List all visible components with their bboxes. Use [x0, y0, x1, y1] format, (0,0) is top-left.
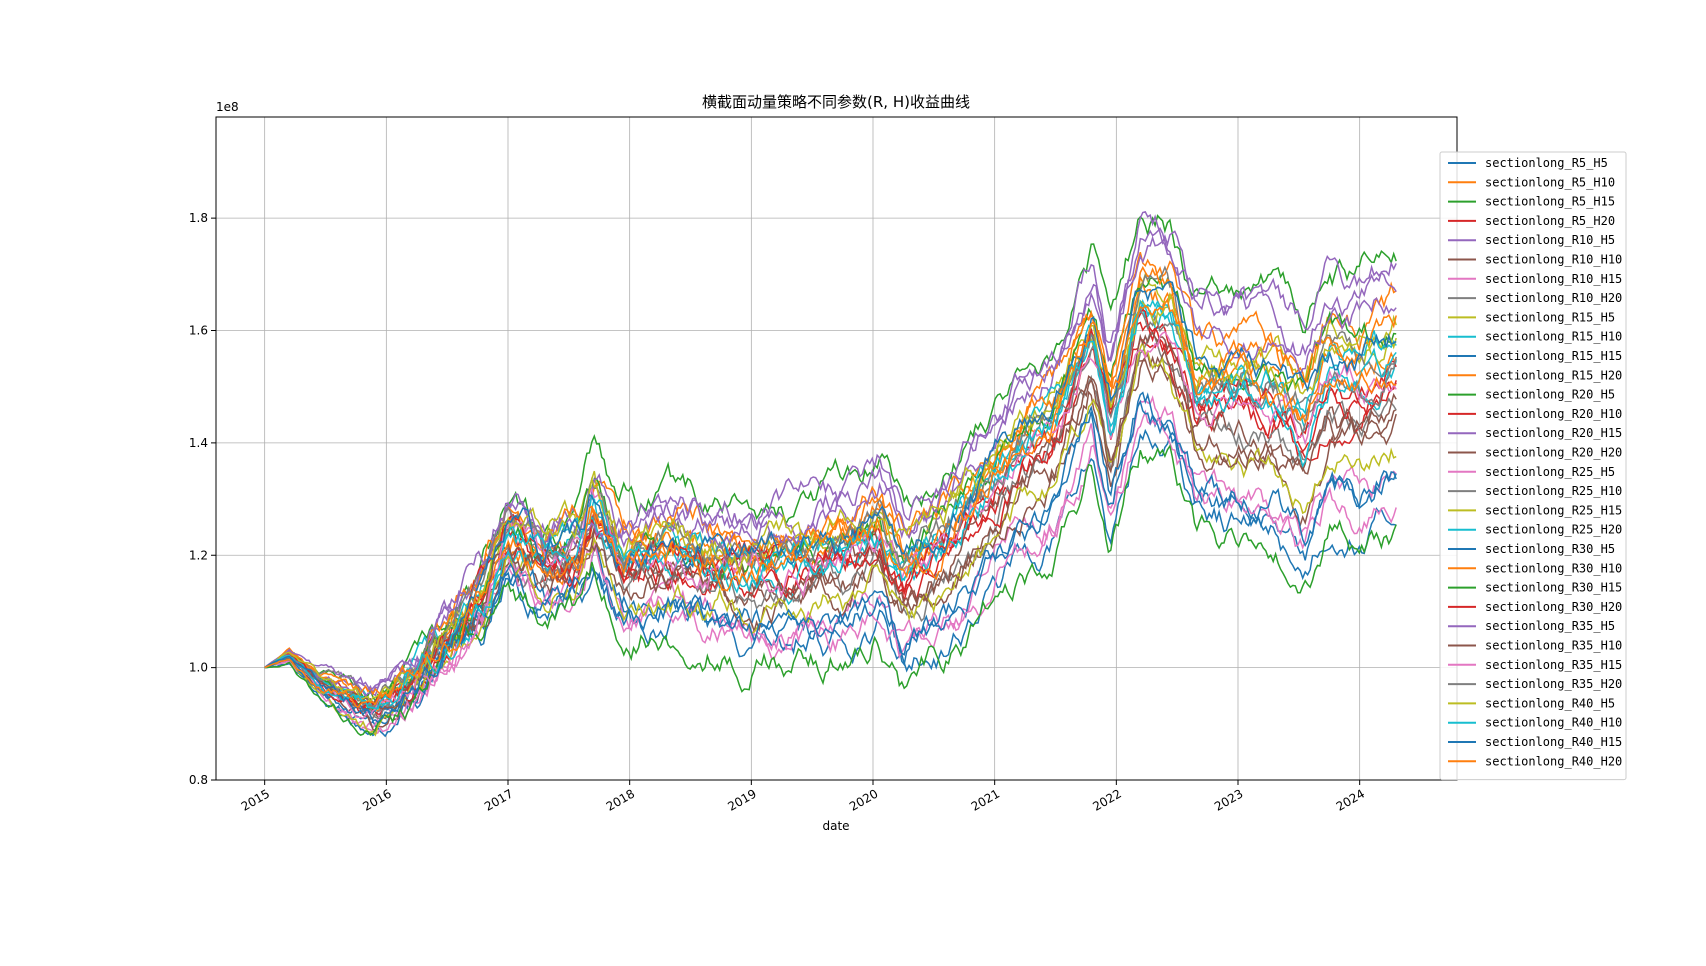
legend-label: sectionlong_R25_H20 [1485, 523, 1622, 537]
legend-label: sectionlong_R40_H15 [1485, 735, 1622, 749]
legend-label: sectionlong_R40_H5 [1485, 696, 1615, 710]
legend-label: sectionlong_R20_H15 [1485, 426, 1622, 440]
legend-label: sectionlong_R25_H15 [1485, 503, 1622, 517]
legend-label: sectionlong_R35_H15 [1485, 658, 1622, 672]
legend-label: sectionlong_R30_H5 [1485, 542, 1615, 556]
legend-box [1439, 151, 1627, 781]
legend-label: sectionlong_R10_H10 [1485, 253, 1622, 267]
legend-label: sectionlong_R25_H10 [1485, 484, 1622, 498]
legend-label: sectionlong_R30_H15 [1485, 581, 1622, 595]
legend-label: sectionlong_R5_H10 [1485, 175, 1615, 189]
legend-label: sectionlong_R30_H20 [1485, 600, 1622, 614]
series-line-30 [264, 280, 1397, 724]
legend-label: sectionlong_R15_H15 [1485, 349, 1622, 363]
legend-label: sectionlong_R35_H20 [1485, 677, 1622, 691]
legend-label: sectionlong_R40_H20 [1485, 754, 1622, 768]
y-tick-label: 1.0 [189, 661, 208, 675]
series-line-24 [264, 235, 1397, 692]
legend-label: sectionlong_R30_H10 [1485, 561, 1622, 575]
legend: sectionlong_R5_H5 sectionlong_R5_H10secti… [1439, 151, 1627, 781]
y-tick-label: 0.8 [189, 773, 208, 787]
legend-label: sectionlong_R15_H10 [1485, 330, 1622, 344]
legend-label: sectionlong_R10_H15 [1485, 272, 1622, 286]
y-tick-label: 1.4 [189, 436, 208, 450]
y-axis-ticks: 0.8 1.0 1.2 1.4 1.6 1.8 [189, 211, 216, 787]
x-axis-label: date [822, 819, 849, 833]
legend-label: sectionlong_R15_H5 [1485, 310, 1615, 324]
chart-title: 横截面动量策略不同参数(R, H)收益曲线 [702, 93, 970, 111]
series-line-21 [264, 251, 1397, 699]
series-line-31 [264, 297, 1397, 708]
legend-label: sectionlong_R10_H20 [1485, 291, 1622, 305]
series-line-16 [264, 405, 1397, 735]
legend-label: sectionlong_R20_H20 [1485, 446, 1622, 460]
legend-label: sectionlong_R10_H5 [1485, 233, 1615, 247]
legend-label: sectionlong_R35_H5 [1485, 619, 1615, 633]
series-line-14 [264, 211, 1397, 698]
legend-label: sectionlong_R5_H5 [1485, 156, 1608, 170]
legend-label: sectionlong_R25_H5 [1485, 465, 1615, 479]
y-tick-label: 1.8 [189, 211, 208, 225]
series-lines [264, 211, 1397, 738]
legend-label: sectionlong_R15_H20 [1485, 368, 1622, 382]
series-line-18 [264, 339, 1397, 737]
y-tick-label: 1.6 [189, 324, 208, 338]
y-offset-label: 1e8 [216, 100, 239, 114]
legend-label: sectionlong_R5_H15 [1485, 195, 1615, 209]
series-line-28 [264, 296, 1397, 704]
series-line-29 [264, 299, 1397, 710]
series-line-27 [264, 308, 1397, 708]
legend-label: sectionlong_R5_H20 [1485, 214, 1615, 228]
series-line-26 [264, 331, 1397, 720]
y-tick-label: 1.2 [189, 548, 208, 562]
legend-label: sectionlong_R20_H5 [1485, 388, 1615, 402]
legend-label: sectionlong_R40_H10 [1485, 716, 1622, 730]
legend-label: sectionlong_R35_H10 [1485, 639, 1622, 653]
series-line-11 [264, 260, 1397, 709]
legend-label: sectionlong_R20_H10 [1485, 407, 1622, 421]
